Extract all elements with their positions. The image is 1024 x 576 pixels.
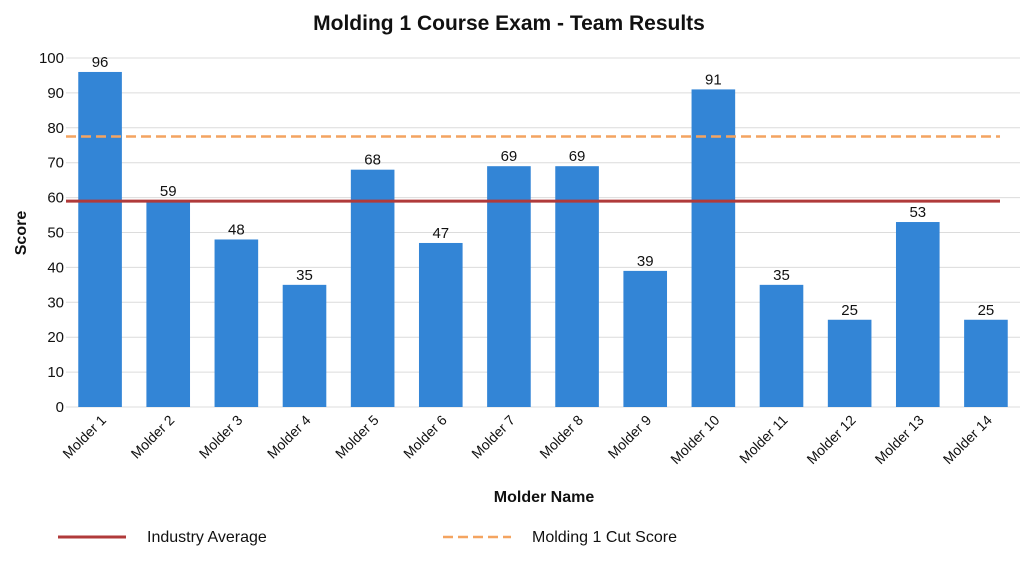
bar	[555, 166, 599, 407]
data-label: 53	[909, 204, 926, 221]
x-tick-label: Molder 11	[736, 412, 791, 467]
x-tick-label: Molder 4	[264, 412, 314, 462]
bars	[78, 71, 1008, 408]
x-tick-label: Molder 12	[803, 412, 858, 467]
y-tick-label: 90	[47, 85, 64, 102]
x-tick-label: Molder 8	[536, 412, 586, 462]
x-tick-label: Molder 14	[940, 412, 995, 467]
data-label: 68	[364, 152, 381, 169]
x-axis-title: Molder Name	[494, 489, 595, 506]
x-tick-label: Molder 3	[196, 412, 246, 462]
y-tick-label: 40	[47, 259, 64, 276]
x-tick-label: Molder 13	[872, 412, 927, 467]
y-tick-label: 30	[47, 294, 64, 311]
bar	[214, 239, 259, 407]
x-tick-label: Molder 5	[332, 412, 382, 462]
data-label: 47	[432, 225, 449, 242]
y-tick-label: 20	[47, 329, 64, 346]
reference-lines	[66, 135, 1000, 203]
x-tick-label: Molder 10	[667, 412, 722, 467]
bar	[487, 166, 531, 407]
bar	[827, 319, 872, 407]
x-tick-label: Molder 2	[128, 412, 178, 462]
bar	[759, 284, 804, 407]
data-label: 25	[841, 302, 858, 319]
bar	[623, 270, 668, 407]
y-tick-label: 70	[47, 155, 64, 172]
y-tick-label: 0	[56, 399, 64, 416]
x-tick-label: Molder 1	[59, 412, 109, 462]
legend: Industry Average Molding 1 Cut Score	[58, 529, 677, 546]
bar	[691, 89, 736, 407]
data-label: 35	[296, 267, 313, 284]
bar	[895, 222, 940, 407]
y-axis-title: Score	[13, 211, 30, 256]
y-tick-label: 10	[47, 364, 64, 381]
data-label: 59	[160, 183, 177, 200]
y-tick-label: 60	[47, 190, 64, 207]
data-label: 39	[637, 253, 654, 270]
data-label: 91	[705, 71, 722, 88]
data-label: 35	[773, 267, 790, 284]
data-label: 48	[228, 221, 245, 238]
gridlines	[66, 57, 1020, 408]
x-axis-ticks: Molder 1 Molder 2 Molder 3 Molder 4 Molder 5…	[59, 412, 995, 467]
bar	[350, 169, 395, 407]
data-label: 69	[501, 148, 518, 165]
y-tick-label: 50	[47, 225, 64, 242]
bar	[964, 319, 1008, 407]
legend-label: Industry Average	[147, 529, 267, 546]
bar	[78, 71, 122, 408]
legend-label: Molding 1 Cut Score	[532, 529, 677, 546]
data-label: 25	[978, 302, 995, 319]
bar	[146, 201, 191, 407]
y-axis-ticks: 0 10 20 30 40 50 60 70 80 90 100	[39, 50, 64, 416]
x-tick-label: Molder 9	[605, 412, 655, 462]
bar	[282, 284, 327, 407]
x-tick-label: Molder 6	[400, 412, 450, 462]
data-labels: 96 59 48 35 68 47 69 69 39 91 35 25 53 25	[92, 54, 995, 319]
x-tick-label: Molder 7	[468, 412, 518, 462]
chart-title: Molding 1 Course Exam - Team Results	[313, 12, 705, 35]
y-tick-label: 80	[47, 120, 64, 137]
data-label: 96	[92, 54, 109, 71]
y-tick-label: 100	[39, 50, 64, 67]
bar	[418, 242, 463, 407]
data-label: 69	[569, 148, 586, 165]
